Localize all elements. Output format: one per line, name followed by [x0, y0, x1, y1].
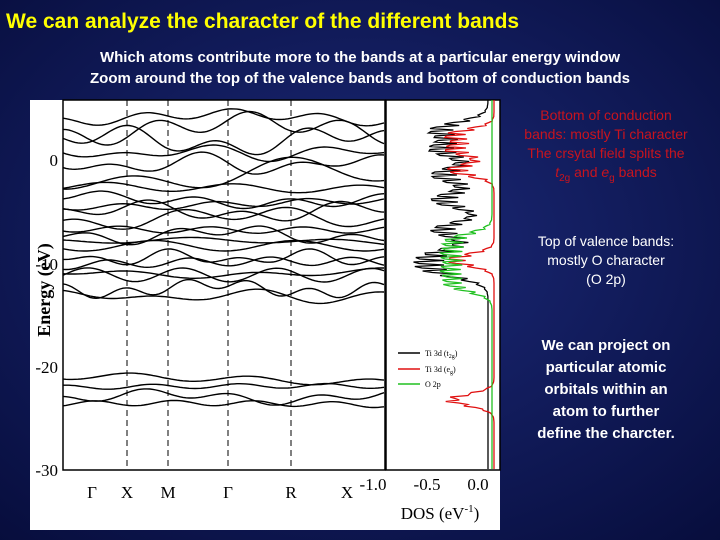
dos-label-end: ): [474, 504, 480, 523]
dos-tick-label: -0.5: [414, 475, 441, 494]
band-line: [63, 110, 385, 146]
subtitle: Zoom around the top of the valence bands…: [90, 70, 630, 87]
band-line: [63, 108, 385, 127]
dos-line: [438, 100, 493, 469]
band-line: [63, 225, 385, 235]
t-symbol: t: [555, 164, 560, 180]
projection-note: particular atomic: [546, 359, 667, 376]
band-line: [63, 124, 385, 156]
band-line: [63, 267, 384, 279]
dos-axis-label: DOS (eV-1): [401, 503, 480, 523]
band-line: [63, 239, 385, 252]
band-line: [63, 248, 385, 266]
legend-text: Ti 3d (e: [425, 365, 450, 374]
dos-tick-label: 0.0: [467, 475, 488, 494]
y-tick-label: -30: [35, 461, 58, 480]
y-tick-label: -10: [35, 255, 58, 274]
projection-note: orbitals within an: [544, 381, 667, 398]
legend-label: Ti 3d (t2g): [425, 349, 458, 360]
projection-note: atom to further: [553, 403, 660, 420]
k-point: M: [160, 483, 175, 502]
conduction-note: t2g and eg bands: [555, 164, 657, 184]
band-line: [63, 190, 385, 210]
band-line: [63, 181, 385, 194]
projection-note: define the charcter.: [537, 425, 675, 442]
dos-tick-label: -1.0: [360, 475, 387, 494]
y-axis-label: Energy (eV): [34, 243, 55, 336]
subtitle: Which atoms contribute more to the bands…: [100, 49, 620, 66]
k-point: Γ: [87, 483, 97, 502]
title: We can analyze the character of the diff…: [6, 10, 519, 33]
band-line: [63, 256, 385, 271]
band-line: [63, 267, 385, 283]
conduction-note: Bottom of conduction: [540, 107, 672, 123]
figure: 0 -10 -20 -30 Energy (eV) Γ X M Γ R X -1…: [30, 99, 501, 530]
conduction-note: The crsytal field splits the: [527, 145, 684, 161]
band-frame: [62, 99, 386, 471]
k-point: X: [121, 483, 133, 502]
k-point: Γ: [223, 483, 233, 502]
conduction-note: bands: mostly Ti character: [524, 126, 688, 142]
y-tick-label: 0: [50, 151, 59, 170]
valence-note: (O 2p): [586, 271, 626, 287]
band-line: [63, 144, 385, 163]
dos-label-sup: -1: [464, 503, 473, 515]
legend-label: Ti 3d (eg): [425, 365, 456, 376]
dos-label: DOS (eV: [401, 504, 465, 523]
band-line: [63, 236, 385, 245]
legend-sub: g: [450, 370, 453, 376]
k-point: X: [341, 483, 353, 502]
band-line: [63, 382, 385, 390]
band-line: [63, 151, 385, 175]
figure-background: [30, 100, 500, 530]
right-panel: Bottom of conduction bands: mostly Ti ch…: [524, 107, 688, 442]
band-line: [63, 399, 385, 409]
t-sub: 2g: [559, 173, 570, 184]
joiner: bands: [615, 164, 657, 180]
projection-note: We can project on: [542, 337, 671, 354]
legend: Ti 3d (t2g) Ti 3d (eg) O 2p: [398, 349, 458, 389]
k-point: R: [285, 483, 297, 502]
y-tick-label: -20: [35, 358, 58, 377]
legend-sub: 2g: [449, 354, 455, 360]
dos-line: [413, 100, 489, 469]
valence-note: Top of valence bands:: [538, 233, 674, 249]
band-line: [63, 199, 385, 222]
dos-line: [443, 100, 495, 469]
e-symbol: e: [601, 164, 609, 180]
band-line: [63, 197, 385, 211]
band-line: [63, 206, 385, 230]
joiner: and: [570, 164, 601, 180]
legend-end: ): [455, 349, 458, 358]
legend-label: O 2p: [425, 380, 441, 389]
dos-frame: [385, 99, 501, 471]
band-line: [63, 388, 385, 406]
legend-end: ): [453, 365, 456, 374]
band-line: [63, 278, 385, 300]
band-lines: [63, 100, 385, 470]
e-sub: g: [609, 173, 615, 184]
valence-note: mostly O character: [547, 252, 665, 268]
legend-text: Ti 3d (t: [425, 349, 449, 358]
band-line: [63, 288, 385, 305]
dos-lines: [413, 100, 495, 469]
